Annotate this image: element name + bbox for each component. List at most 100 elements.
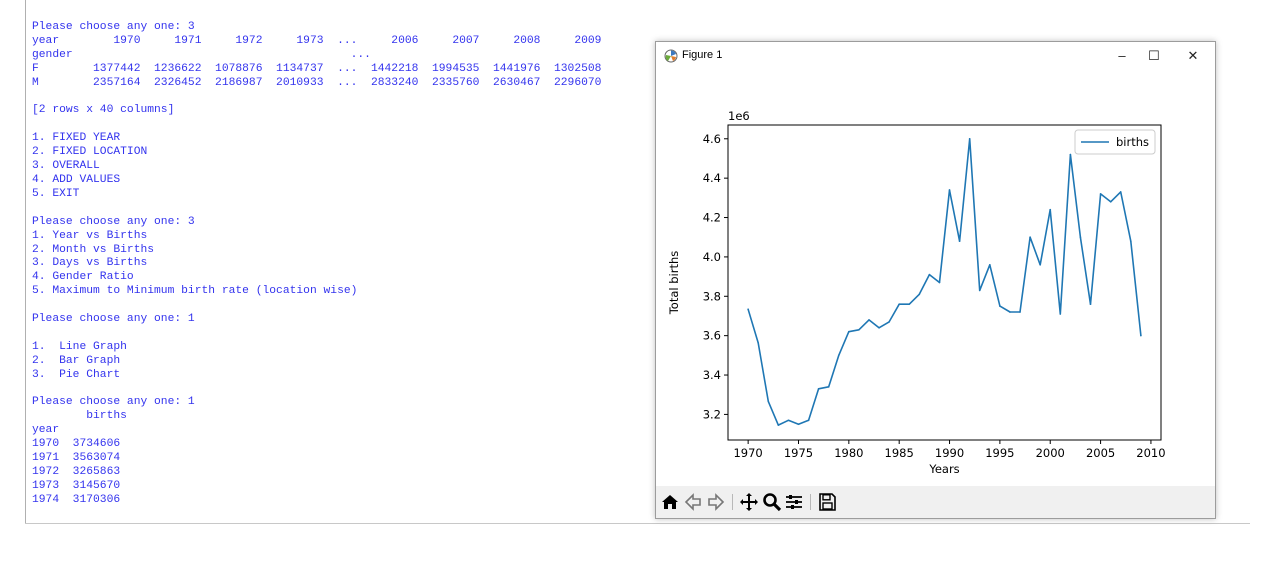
data-point <box>777 424 780 426</box>
y-axis-label: Total births <box>667 251 681 316</box>
matplotlib-app-icon <box>664 49 678 63</box>
data-point <box>1109 200 1112 203</box>
data-point <box>1119 191 1122 193</box>
data-point <box>1069 153 1072 156</box>
y-tick-label: 3.8 <box>703 289 721 303</box>
figure-window: Figure 1 – ☐ ✕ 1970 1975 1980 1985 1990 1995 2… <box>655 41 1216 519</box>
x-tick-label: 2000 <box>1036 446 1065 460</box>
data-point <box>918 293 921 296</box>
close-icon: ✕ <box>1187 48 1199 63</box>
forward-arrow-icon[interactable] <box>706 492 726 512</box>
data-point <box>948 189 951 191</box>
console-line: 1. FIXED YEAR <box>32 132 121 145</box>
console-line: 1973 3145670 <box>32 479 121 492</box>
data-point <box>807 419 810 422</box>
x-tick-label: 2010 <box>1136 446 1165 460</box>
console-line: Please choose any one: 1 <box>32 396 195 409</box>
save-icon[interactable] <box>817 492 837 512</box>
console-line: 3. Pie Chart <box>32 368 121 381</box>
zoom-icon[interactable] <box>762 492 782 512</box>
x-axis-label: Years <box>928 462 959 476</box>
console-line: Please choose any one: 3 <box>32 215 195 228</box>
minimize-icon: – <box>1118 48 1126 63</box>
data-point <box>908 303 911 305</box>
data-point <box>888 321 890 323</box>
home-icon[interactable] <box>660 492 680 512</box>
births-series-line <box>747 138 1142 426</box>
axes-frame <box>727 124 1162 441</box>
console-line: [2 rows x 40 columns] <box>32 104 175 117</box>
data-point <box>978 289 981 292</box>
y-tick-label: 4.0 <box>703 250 721 264</box>
y-tick-label: 3.6 <box>703 329 721 343</box>
data-point <box>1009 311 1011 313</box>
data-point <box>1059 313 1062 315</box>
maximize-button[interactable]: ☐ <box>1139 47 1169 65</box>
configure-subplots-icon[interactable] <box>784 492 804 512</box>
navigation-toolbar <box>656 486 1215 518</box>
data-point <box>968 137 971 140</box>
x-tick-label: 1985 <box>885 446 914 460</box>
x-tick-label: 2005 <box>1086 446 1115 460</box>
maximize-icon: ☐ <box>1148 48 1160 63</box>
console-line: 1972 3265863 <box>32 466 121 478</box>
console-text: Please choose any one: 3 year 1970 1971 … <box>32 21 601 508</box>
legend-box <box>1074 129 1156 155</box>
data-point <box>1039 263 1041 266</box>
data-point <box>858 328 860 331</box>
data-point <box>958 240 961 242</box>
console-line: 1970 3734606 <box>32 438 121 451</box>
data-point <box>999 305 1001 307</box>
console-line: 1974 3170306 <box>32 493 121 506</box>
x-tick-label: 1980 <box>834 446 863 460</box>
x-tick-label: 1995 <box>985 446 1014 460</box>
data-point <box>1049 208 1052 211</box>
minimize-button[interactable]: – <box>1107 47 1137 65</box>
x-tick-label: 1990 <box>935 446 964 460</box>
y-tick-label: 4.4 <box>703 171 721 185</box>
data-point <box>1140 334 1142 337</box>
console-line: 5. Maximum to Minimum birth rate (locati… <box>32 285 358 298</box>
console-output: Please choose any one: 3 year 1970 1971 … <box>25 0 645 524</box>
console-line: F 1377442 1236622 1078876 1134737 ... 14… <box>32 62 602 75</box>
console-line: M 2357164 2326452 2186987 2010933 ... 28… <box>32 76 602 89</box>
window-title: Figure 1 <box>682 49 723 61</box>
data-point <box>1099 193 1102 195</box>
console-line: 4. ADD VALUES <box>32 173 121 186</box>
data-point <box>878 326 880 329</box>
data-point <box>787 419 790 422</box>
data-point <box>1079 236 1082 239</box>
console-line: year <box>32 424 60 437</box>
pan-icon[interactable] <box>739 492 759 512</box>
y-offset-label: 1e6 <box>728 109 750 123</box>
close-button[interactable]: ✕ <box>1178 47 1208 65</box>
toolbar-separator <box>810 494 811 510</box>
console-line: Please choose any one: 3 <box>32 21 195 33</box>
console-line: Please choose any one: 1 <box>32 313 195 326</box>
console-line: 1. Year vs Births <box>32 229 148 242</box>
data-point <box>797 423 800 426</box>
console-line: 3. Days vs Births <box>32 257 148 270</box>
data-point <box>757 342 760 344</box>
console-line: 5. EXIT <box>32 187 80 200</box>
console-line: 2. Month vs Births <box>32 243 155 256</box>
data-point <box>928 273 931 276</box>
console-line: 1971 3563074 <box>32 452 121 465</box>
y-tick-label: 3.4 <box>703 368 721 382</box>
data-point <box>938 281 941 284</box>
data-point <box>767 400 770 403</box>
y-tick-label: 4.2 <box>703 211 721 225</box>
legend-label: births <box>1116 135 1149 149</box>
data-point <box>989 263 991 266</box>
back-arrow-icon[interactable] <box>683 492 703 512</box>
x-tick-label: 1975 <box>784 446 813 460</box>
console-line: 2. Bar Graph <box>32 354 121 367</box>
title-bar[interactable]: Figure 1 – ☐ ✕ <box>656 42 1215 70</box>
data-point <box>1089 303 1092 305</box>
console-line: year 1970 1971 1972 1973 ... 2006 2007 2… <box>32 34 602 47</box>
data-point <box>868 319 870 321</box>
console-line: 4. Gender Ratio <box>32 271 134 284</box>
axes: 1970 1975 1980 1985 1990 1995 2000 2005 2010 3.2 3… <box>667 109 1166 476</box>
x-tick-label: 1970 <box>733 446 762 460</box>
console-line: 1. Line Graph <box>32 340 127 353</box>
